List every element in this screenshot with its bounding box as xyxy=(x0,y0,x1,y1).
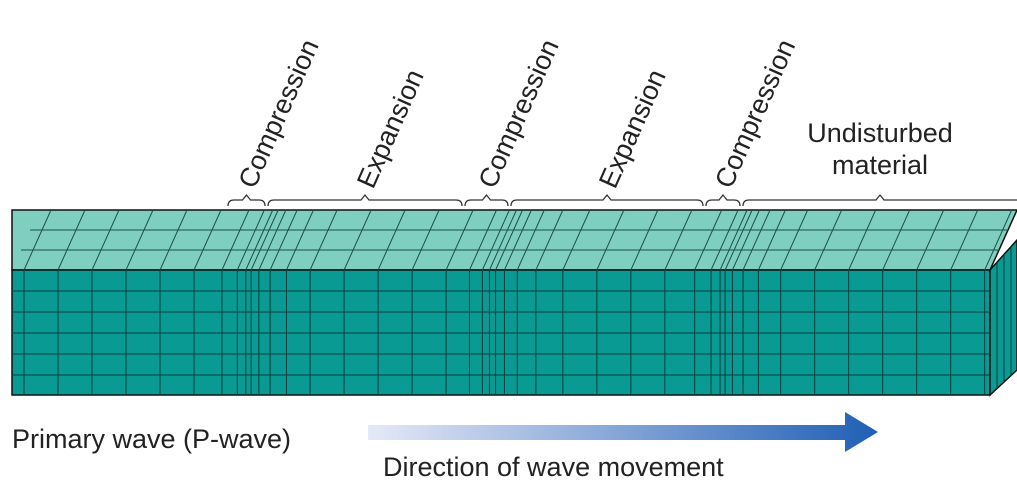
undisturbed-label: Undisturbed xyxy=(807,118,953,148)
undisturbed-label: material xyxy=(832,150,928,180)
arrow-label: Direction of wave movement xyxy=(383,452,724,481)
region-label: Compression xyxy=(709,35,801,193)
region-label: Compression xyxy=(233,35,325,193)
caption: Primary wave (P-wave) xyxy=(12,424,291,454)
labels: Compression Expansion Compression Expansion… xyxy=(233,35,953,193)
block-top xyxy=(12,210,1017,270)
brace xyxy=(268,195,462,206)
region-label: Expansion xyxy=(593,65,672,192)
block xyxy=(12,210,1017,395)
brace xyxy=(706,195,740,206)
brace xyxy=(511,195,703,206)
p-wave-diagram: Compression Expansion Compression Expansion… xyxy=(0,0,1017,481)
region-label: Compression xyxy=(473,35,565,193)
brace xyxy=(228,195,265,206)
brace xyxy=(743,195,1017,206)
region-label: Expansion xyxy=(351,65,430,192)
braces xyxy=(228,195,1017,206)
direction-arrow xyxy=(368,412,878,452)
brace xyxy=(465,195,508,206)
